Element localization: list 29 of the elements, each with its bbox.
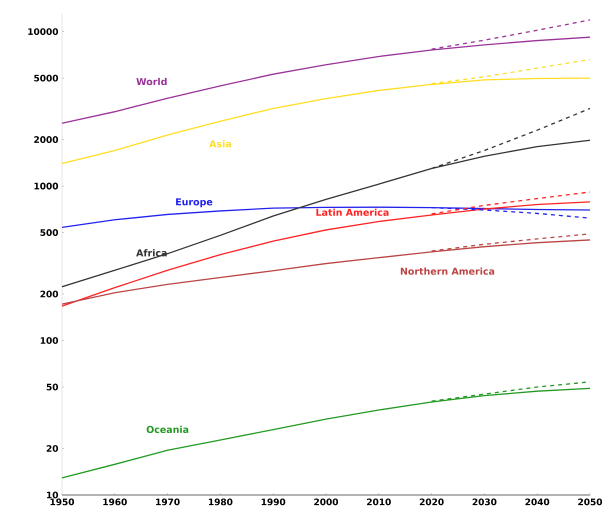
y-tick-label: 20 xyxy=(46,445,58,452)
y-tick-label: 500 xyxy=(40,229,58,236)
x-tick-label: 1960 xyxy=(103,498,127,506)
series-label: World xyxy=(136,78,167,86)
series-label: Europe xyxy=(176,198,212,208)
series-label: Africa xyxy=(136,249,167,256)
y-tick-label: 10000 xyxy=(28,28,58,35)
series-label: Oceania xyxy=(146,426,188,434)
y-tick-label: 200 xyxy=(40,290,58,298)
y-tick-label: 50 xyxy=(46,384,58,390)
y-tick-label: 10 xyxy=(47,492,58,498)
x-tick-label: 1990 xyxy=(262,498,286,506)
series-label: Northern America xyxy=(400,267,494,275)
x-tick-label: 1970 xyxy=(156,498,180,506)
x-tick-label: 2000 xyxy=(314,498,338,506)
x-tick-label: 2040 xyxy=(525,498,550,506)
line-series xyxy=(61,206,591,228)
y-tick-label: 1000 xyxy=(34,182,58,190)
series-label: Latin America xyxy=(316,208,389,216)
series-label: Asia xyxy=(209,140,231,148)
y-tick-label: 2000 xyxy=(34,136,58,143)
x-tick-label: 2030 xyxy=(472,498,496,506)
x-tick-label: 2020 xyxy=(420,498,444,506)
x-tick-label: 1950 xyxy=(50,498,74,506)
y-tick-label: 100 xyxy=(40,337,58,344)
x-tick-label: 2050 xyxy=(578,498,602,506)
x-tick-label: 2010 xyxy=(367,498,391,506)
x-tick-label: 1980 xyxy=(208,498,232,506)
y-tick-label: 5000 xyxy=(34,74,58,82)
